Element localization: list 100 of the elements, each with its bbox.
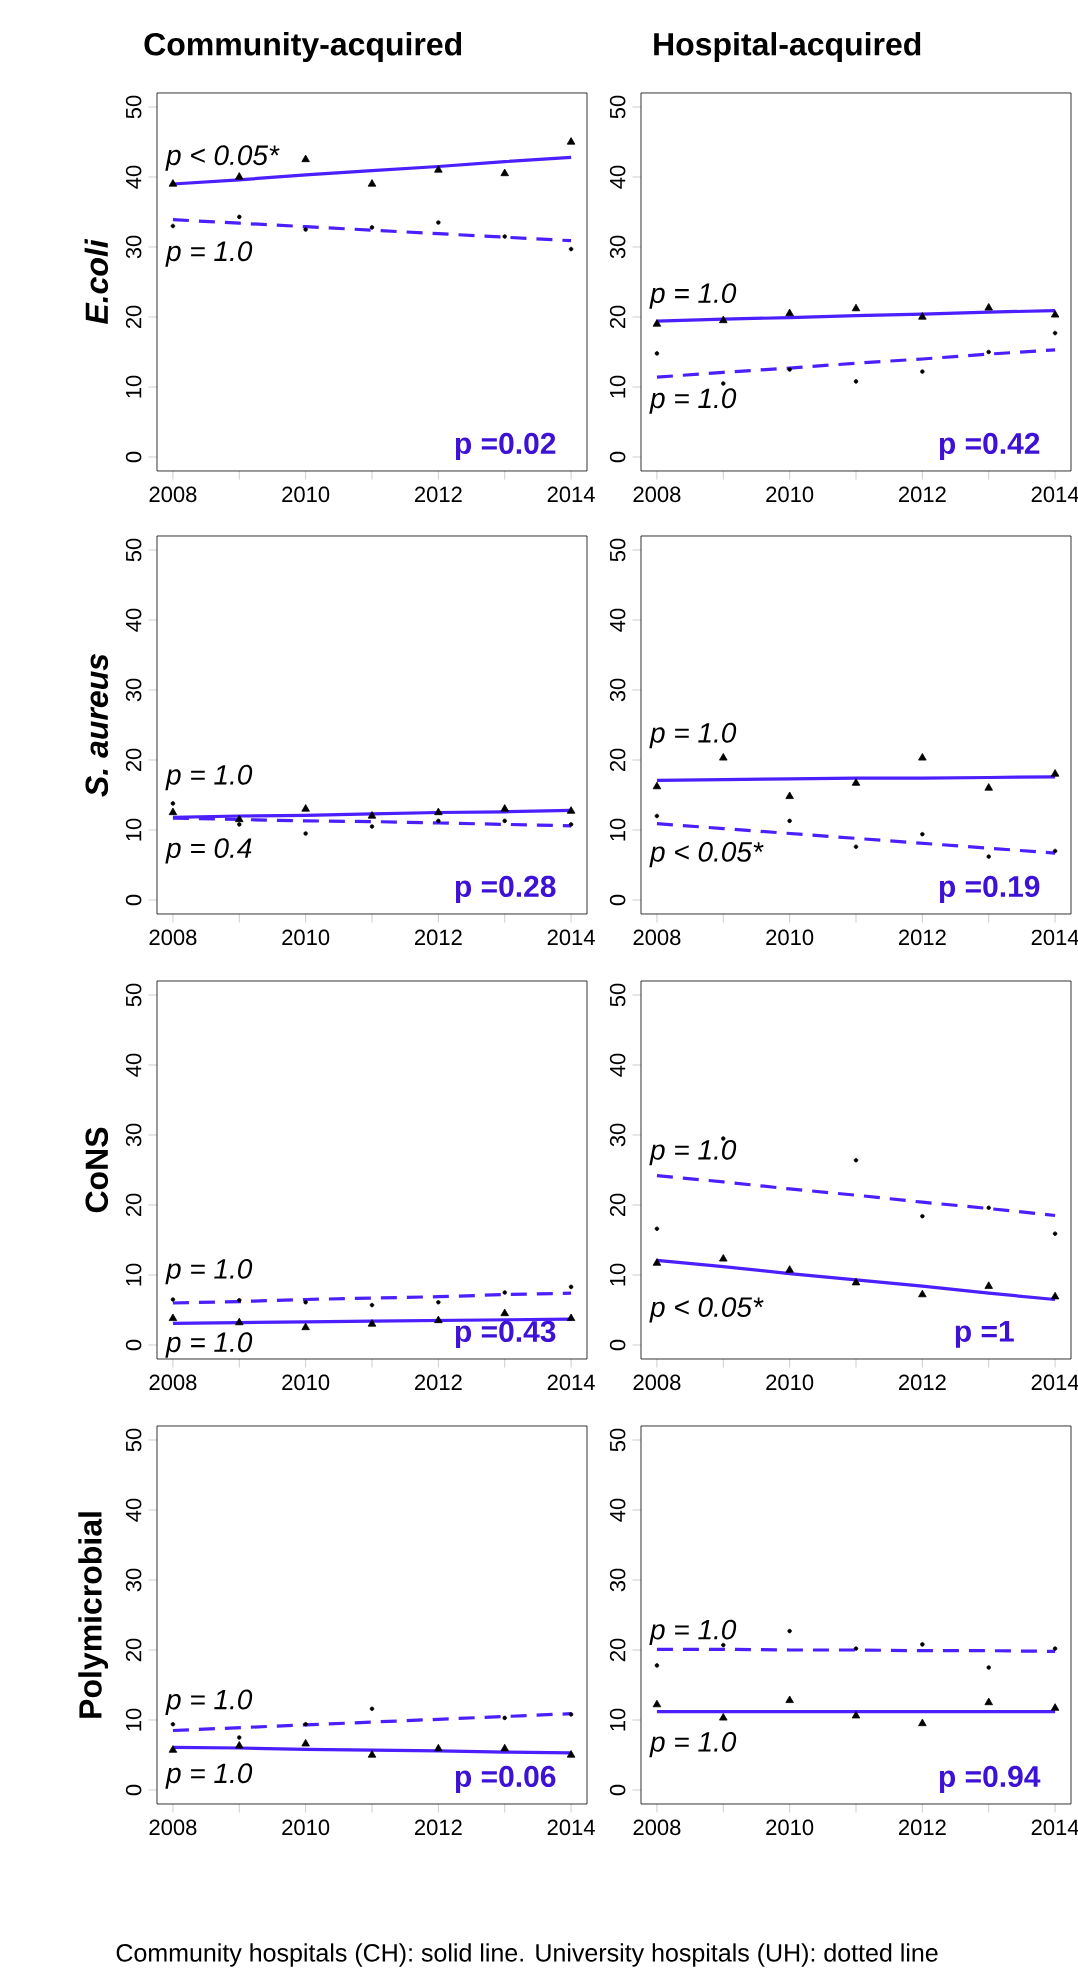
x-tick-label: 2010 — [282, 1374, 330, 1391]
chart-title: Hospital-acquired — [654, 32, 921, 62]
y-tick-label: 50 — [609, 1428, 626, 1452]
y-tick-label: 0 — [609, 894, 626, 906]
y-tick-label: 50 — [125, 983, 142, 1007]
point — [1052, 848, 1058, 854]
point — [303, 227, 308, 232]
x-tick-label: 2008 — [149, 929, 197, 946]
y-tick-label: 20 — [609, 1193, 626, 1217]
line-series — [171, 1291, 573, 1305]
point — [369, 225, 375, 230]
x-tick-label: 2010 — [282, 929, 330, 946]
y-tick-label: 40 — [125, 165, 142, 189]
y-tick-label: 50 — [125, 1428, 142, 1452]
y-tick-label: 30 — [125, 235, 142, 259]
x-tick-label: 2010 — [766, 1374, 814, 1391]
x-tick-label: 2008 — [149, 1819, 197, 1836]
annotation: p = 1.0 — [165, 1689, 253, 1715]
y-tick-label: 20 — [609, 748, 626, 772]
y-tick-label: 30 — [609, 1123, 626, 1147]
point — [920, 369, 925, 374]
x-tick-label: 2010 — [766, 486, 814, 503]
point — [851, 1277, 861, 1286]
annotation: p < 0.05* — [649, 1297, 764, 1323]
annotation: p < 0.05* — [649, 841, 764, 868]
point — [984, 303, 993, 311]
annotation: p = 1.0 — [165, 241, 253, 267]
y-tick-label: 50 — [609, 95, 626, 119]
annotation: p = 1.0 — [649, 283, 737, 309]
point — [851, 778, 861, 786]
y-tick-label: 10 — [609, 375, 626, 398]
point — [920, 1213, 925, 1219]
x-tick-label: 2012 — [414, 929, 462, 946]
x-tick-label: 2014 — [1031, 929, 1078, 946]
x-tick-label: 2014 — [547, 486, 595, 503]
point — [851, 303, 861, 312]
point — [785, 308, 794, 317]
x-tick-label: 2014 — [1031, 1374, 1078, 1391]
annotation: p =0.43 — [455, 1320, 556, 1348]
point — [984, 1281, 993, 1289]
point — [986, 349, 991, 355]
y-tick-label: 40 — [125, 1498, 142, 1522]
y-tick-label: 40 — [609, 1053, 626, 1077]
x-tick-label: 2012 — [898, 486, 946, 503]
point — [785, 1695, 794, 1703]
point — [853, 379, 859, 384]
point — [984, 783, 993, 791]
point — [920, 1642, 925, 1647]
point — [787, 1628, 792, 1634]
y-tick-label: 10 — [609, 818, 626, 841]
x-tick-label: 2010 — [282, 486, 330, 503]
y-tick-label: 0 — [125, 1784, 142, 1796]
point — [235, 172, 244, 180]
annotation: p = 1.0 — [649, 1139, 737, 1166]
point — [719, 315, 728, 324]
x-tick-label: 2012 — [414, 1374, 462, 1391]
annotation: p = 1.0 — [165, 1332, 253, 1358]
annotation: p = 1.0 — [165, 1258, 253, 1285]
x-tick-label: 2014 — [1031, 1819, 1078, 1836]
x-tick-label: 2008 — [149, 486, 197, 503]
y-axis-title: CoNS — [85, 1127, 109, 1213]
x-tick-label: 2012 — [414, 486, 462, 503]
y-tick-label: 0 — [609, 451, 626, 463]
y-tick-label: 30 — [609, 678, 626, 702]
point — [652, 1699, 662, 1708]
y-tick-label: 10 — [125, 1708, 142, 1731]
x-tick-label: 2012 — [898, 1374, 946, 1391]
point — [787, 367, 792, 372]
y-tick-label: 20 — [125, 1193, 142, 1217]
y-tick-label: 40 — [609, 1498, 626, 1522]
y-tick-label: 30 — [609, 1568, 626, 1592]
point — [1052, 1231, 1058, 1236]
x-tick-label: 2012 — [898, 929, 946, 946]
y-tick-label: 10 — [609, 1708, 626, 1731]
point — [719, 1254, 728, 1262]
y-axis-title: S. aureus — [85, 654, 109, 797]
y-tick-label: 10 — [125, 1263, 142, 1286]
x-tick-label: 2014 — [547, 1374, 595, 1391]
point — [237, 214, 242, 220]
x-tick-label: 2008 — [149, 1374, 197, 1391]
point — [719, 1713, 728, 1721]
point — [434, 165, 443, 173]
point — [721, 381, 726, 386]
annotation: p =0.94 — [939, 1765, 1041, 1793]
point — [500, 168, 509, 177]
y-tick-label: 20 — [609, 305, 626, 329]
x-tick-label: 2012 — [898, 1819, 946, 1836]
point — [918, 753, 927, 761]
annotation: p = 1.0 — [649, 388, 737, 414]
point — [168, 179, 178, 187]
annotation: p =0.06 — [455, 1765, 556, 1793]
point — [170, 223, 176, 229]
y-tick-label: 0 — [125, 894, 142, 906]
y-tick-label: 50 — [609, 983, 626, 1007]
annotation: p = 1.0 — [165, 764, 253, 791]
point — [853, 1157, 859, 1163]
y-tick-label: 0 — [125, 451, 142, 463]
point — [652, 781, 662, 790]
point — [986, 854, 991, 859]
point — [654, 813, 660, 819]
